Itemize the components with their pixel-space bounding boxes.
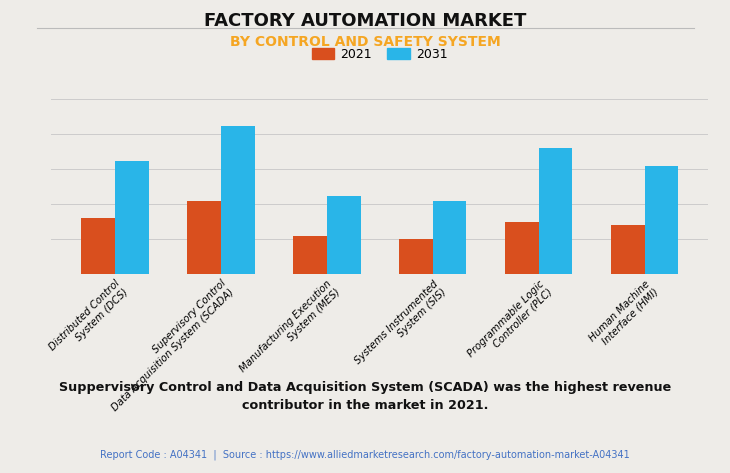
- Text: BY CONTROL AND SAFETY SYSTEM: BY CONTROL AND SAFETY SYSTEM: [230, 35, 500, 50]
- Bar: [399, 239, 433, 274]
- Bar: [610, 225, 645, 274]
- Bar: [645, 166, 678, 274]
- Bar: [115, 161, 149, 274]
- Text: Suppervisory Control and Data Acquisition System (SCADA) was the highest revenue: Suppervisory Control and Data Acquisitio…: [59, 381, 671, 412]
- Bar: [220, 125, 255, 274]
- Text: Report Code : A04341  |  Source : https://www.alliedmarketresearch.com/factory-a: Report Code : A04341 | Source : https://…: [100, 449, 630, 460]
- Bar: [81, 219, 115, 274]
- Bar: [539, 149, 572, 274]
- Bar: [293, 236, 326, 274]
- Legend: 2021, 2031: 2021, 2031: [307, 43, 453, 66]
- Bar: [504, 222, 539, 274]
- Bar: [433, 201, 466, 274]
- Bar: [326, 196, 361, 274]
- Bar: [187, 201, 220, 274]
- Text: FACTORY AUTOMATION MARKET: FACTORY AUTOMATION MARKET: [204, 12, 526, 30]
